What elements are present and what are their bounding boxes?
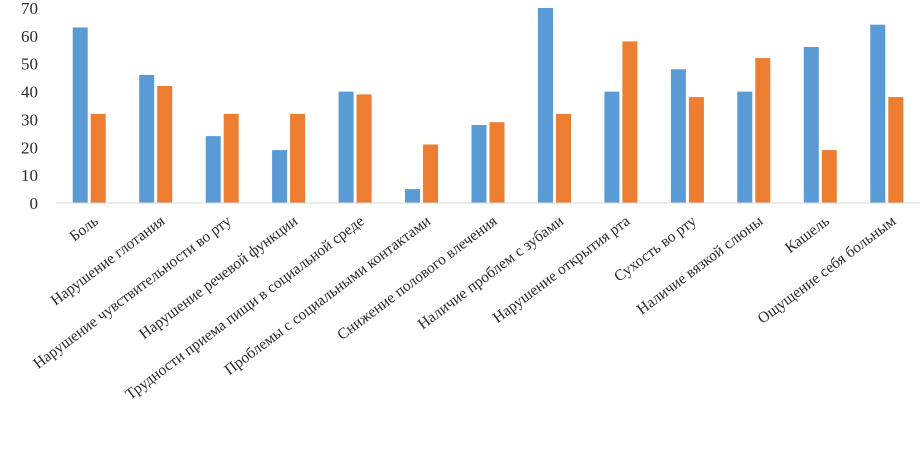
bar-series-2 [556, 113, 571, 203]
bar-series-1 [72, 27, 88, 203]
bar-series-1 [803, 47, 819, 203]
y-tick-label: 40 [21, 83, 38, 102]
bar-series-2 [688, 97, 704, 203]
bar-series-2 [157, 86, 173, 203]
bar-series-1 [670, 69, 686, 203]
y-tick-label: 60 [21, 27, 38, 46]
bar-series-1 [471, 125, 487, 203]
x-category-label: Кашель [782, 213, 833, 257]
bar-series-1 [737, 91, 753, 203]
y-axis-ticks: 0 10 20 30 40 50 60 70 [21, 0, 38, 213]
bar-series-1 [205, 136, 221, 203]
bars [72, 8, 904, 204]
bar-series-1 [272, 150, 288, 203]
bar-series-2 [290, 113, 306, 203]
bar-series-2 [90, 113, 106, 203]
x-category-label: Трудности приема пищи в социальной среде [122, 213, 367, 404]
bar-series-2 [489, 122, 505, 203]
bar-series-2 [423, 144, 438, 203]
bar-series-1 [604, 91, 620, 203]
bar-series-1 [338, 91, 354, 203]
x-category-label: Наличие вязкой слюны [634, 212, 767, 318]
bar-series-2 [821, 150, 837, 203]
bar-series-2 [223, 113, 239, 203]
x-category-label: Боль [66, 213, 101, 245]
y-tick-label: 20 [21, 138, 38, 157]
y-tick-label: 10 [21, 166, 38, 185]
bar-series-1 [405, 189, 420, 203]
bar-series-1 [538, 8, 553, 203]
y-tick-label: 30 [21, 110, 38, 129]
x-category-label: Нарушение глотания [48, 213, 168, 310]
y-tick-label: 0 [30, 194, 39, 213]
y-tick-label: 50 [21, 55, 38, 74]
bar-series-2 [622, 41, 638, 204]
bar-series-1 [870, 24, 886, 204]
bar-series-1 [139, 74, 155, 204]
y-tick-label: 70 [21, 0, 38, 18]
bar-series-2 [888, 97, 904, 203]
bar-series-2 [755, 58, 771, 203]
bar-series-2 [356, 94, 372, 203]
